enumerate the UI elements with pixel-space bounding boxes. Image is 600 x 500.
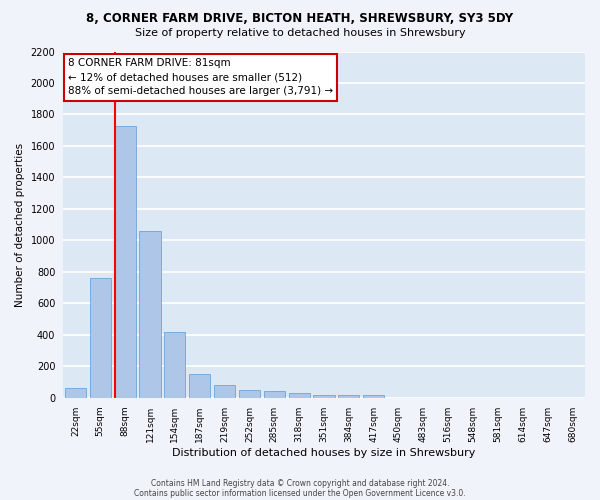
Bar: [139, 231, 161, 398]
Bar: [214, 384, 235, 398]
Bar: [338, 395, 359, 398]
Bar: [65, 388, 86, 398]
Text: Size of property relative to detached houses in Shrewsbury: Size of property relative to detached ho…: [134, 28, 466, 38]
Text: 8 CORNER FARM DRIVE: 81sqm
← 12% of detached houses are smaller (512)
88% of sem: 8 CORNER FARM DRIVE: 81sqm ← 12% of deta…: [68, 58, 333, 96]
Text: Contains HM Land Registry data © Crown copyright and database right 2024.: Contains HM Land Registry data © Crown c…: [151, 478, 449, 488]
X-axis label: Distribution of detached houses by size in Shrewsbury: Distribution of detached houses by size …: [172, 448, 476, 458]
Bar: [189, 374, 210, 398]
Bar: [164, 332, 185, 398]
Bar: [89, 278, 111, 398]
Text: 8, CORNER FARM DRIVE, BICTON HEATH, SHREWSBURY, SY3 5DY: 8, CORNER FARM DRIVE, BICTON HEATH, SHRE…: [86, 12, 514, 26]
Text: Contains public sector information licensed under the Open Government Licence v3: Contains public sector information licen…: [134, 488, 466, 498]
Bar: [263, 391, 285, 398]
Bar: [363, 395, 384, 398]
Bar: [115, 126, 136, 398]
Y-axis label: Number of detached properties: Number of detached properties: [15, 142, 25, 307]
Bar: [313, 395, 335, 398]
Bar: [239, 390, 260, 398]
Bar: [289, 393, 310, 398]
